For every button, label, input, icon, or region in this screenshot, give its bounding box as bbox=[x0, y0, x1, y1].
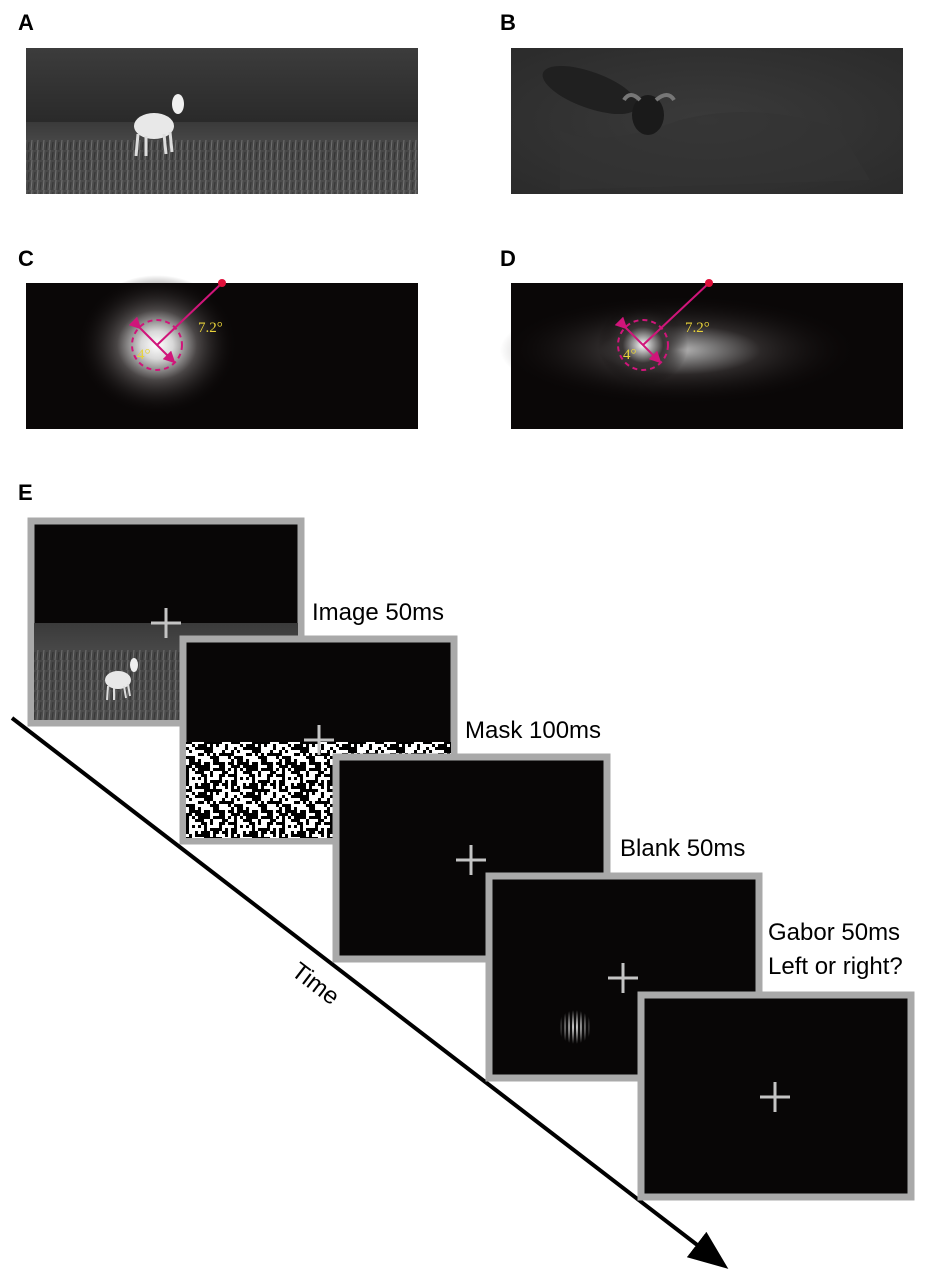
panel-label: B bbox=[500, 10, 516, 35]
image-a bbox=[26, 48, 418, 194]
eccentricity-label: 7.2° bbox=[685, 320, 710, 336]
image-d: 7.2° 4° bbox=[500, 279, 903, 429]
fixation-dot bbox=[218, 279, 226, 287]
screen-response bbox=[641, 995, 911, 1197]
screen-label: Mask 100ms bbox=[465, 717, 601, 744]
screen-label: Blank 50ms bbox=[620, 835, 745, 862]
response-prompt: Left or right? bbox=[768, 953, 903, 980]
size-label: 4° bbox=[623, 347, 637, 363]
panel-label: D bbox=[500, 246, 516, 271]
buffalo-head bbox=[632, 95, 664, 135]
screen-label: Image 50ms bbox=[312, 599, 444, 626]
horse-head bbox=[130, 658, 138, 672]
figure: A B C 7.2° 4° D 7.2° 4° bbox=[0, 0, 927, 1278]
grass bbox=[26, 140, 418, 194]
panel-label: A bbox=[18, 10, 34, 35]
horse-head bbox=[172, 94, 184, 114]
eccentricity-label: 7.2° bbox=[198, 320, 223, 336]
image-b bbox=[511, 48, 903, 194]
panel-label: C bbox=[18, 246, 34, 271]
gabor-patch bbox=[558, 1010, 592, 1044]
size-label: 4° bbox=[137, 347, 151, 363]
screen-label: Gabor 50ms bbox=[768, 919, 900, 946]
fixation-dot bbox=[705, 279, 713, 287]
image-c: 7.2° 4° bbox=[26, 275, 418, 429]
horse-body bbox=[134, 113, 174, 139]
panel-label: E bbox=[18, 480, 33, 505]
